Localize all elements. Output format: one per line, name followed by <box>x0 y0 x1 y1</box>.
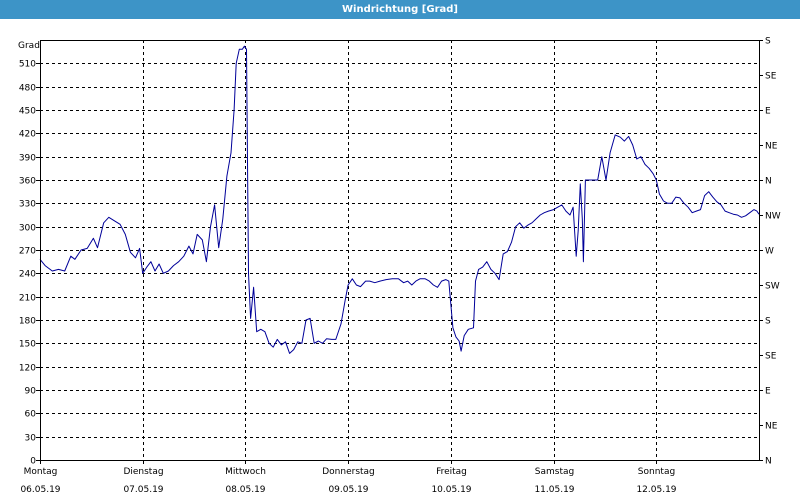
x-tick-date: 07.05.19 <box>123 485 163 495</box>
grid-lines <box>40 40 759 461</box>
y-tick-label: 0 <box>30 457 36 467</box>
y-axis-label: Grad <box>18 41 40 51</box>
y-tick-label: 300 <box>19 224 36 234</box>
right-tick-label: NW <box>765 212 781 222</box>
x-tick-date: 11.05.19 <box>534 485 574 495</box>
y-tick-label: 360 <box>19 177 36 187</box>
y-tick-label: 60 <box>25 410 37 420</box>
right-tick-label: NE <box>765 142 778 152</box>
right-tick-label: S <box>765 317 771 327</box>
y-tick-label: 510 <box>19 60 36 70</box>
x-tick-date: 09.05.19 <box>328 485 368 495</box>
right-tick-label: SE <box>765 352 777 362</box>
right-tick-label: W <box>765 247 774 257</box>
y-tick-label: 90 <box>25 387 37 397</box>
y-tick-label: 240 <box>19 270 36 280</box>
y-tick-label: 180 <box>19 317 36 327</box>
right-tick-label: E <box>765 387 771 397</box>
y-tick-label: 120 <box>19 364 36 374</box>
x-tick-date: 12.05.19 <box>636 485 676 495</box>
x-tick-day: Samstag <box>535 467 574 477</box>
x-tick-day: Sonntag <box>638 467 675 477</box>
y-tick-label: 150 <box>19 340 36 350</box>
right-tick-label: SE <box>765 72 777 82</box>
y-tick-label: 450 <box>19 107 36 117</box>
x-tick-day: Mittwoch <box>225 467 266 477</box>
x-axis: Montag 06.05.19 Dienstag 07.05.19 Mittwoch 08… <box>20 460 677 495</box>
x-tick-day: Dienstag <box>123 467 163 477</box>
y-tick-label: 420 <box>19 130 36 140</box>
y-tick-label: 390 <box>19 154 36 164</box>
x-tick-day: Freitag <box>436 467 467 477</box>
x-tick-day: Donnerstag <box>322 467 375 477</box>
x-tick-day: Montag <box>24 467 58 477</box>
x-tick-date: 08.05.19 <box>225 485 265 495</box>
right-tick-label: N <box>765 177 772 187</box>
y-tick-label: 330 <box>19 200 36 210</box>
y-tick-label: 270 <box>19 247 36 257</box>
chart-title: Windrichtung [Grad] <box>0 0 800 19</box>
y-axis-left: 0 30 60 90 120 150 180 210 240 270 300 330 360 390 420… <box>19 60 40 467</box>
right-tick-label: S <box>765 37 771 47</box>
y-tick-label: 480 <box>19 84 36 94</box>
plot-frame <box>40 40 760 461</box>
y-tick-label: 30 <box>25 434 37 444</box>
right-tick-label: N <box>765 457 772 467</box>
x-tick-date: 06.05.19 <box>20 485 60 495</box>
y-axis-right: N NE E SE S SW W NW N NE E SE S <box>759 37 781 467</box>
right-tick-label: E <box>765 107 771 117</box>
wind-direction-line <box>39 45 760 354</box>
x-tick-date: 10.05.19 <box>431 485 471 495</box>
y-tick-label: 210 <box>19 294 36 304</box>
right-tick-label: NE <box>765 422 778 432</box>
right-tick-label: SW <box>765 282 780 292</box>
